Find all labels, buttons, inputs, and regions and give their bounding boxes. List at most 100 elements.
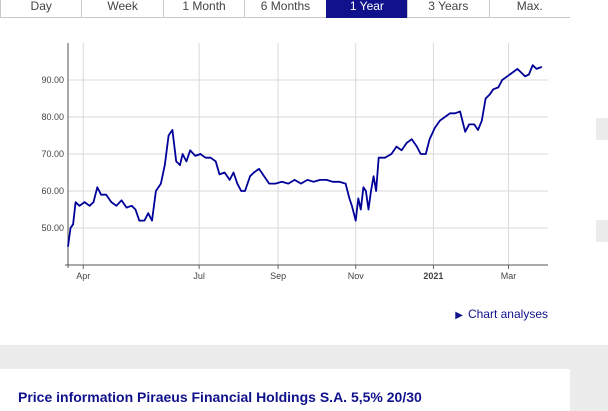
data-point bbox=[345, 183, 347, 185]
data-point bbox=[215, 160, 217, 162]
data-point bbox=[468, 123, 470, 125]
tab-1-year[interactable]: 1 Year bbox=[325, 0, 409, 18]
period-tabs: Day Week 1 Month 6 Months 1 Year 3 Years Max. bbox=[0, 0, 571, 18]
data-point bbox=[168, 134, 170, 137]
data-point bbox=[232, 171, 235, 174]
data-point bbox=[365, 190, 367, 192]
data-point bbox=[524, 75, 526, 77]
data-point bbox=[67, 245, 69, 248]
data-point bbox=[532, 64, 534, 66]
data-point bbox=[477, 129, 479, 131]
data-point bbox=[401, 149, 403, 151]
data-point bbox=[384, 157, 386, 159]
data-point bbox=[370, 190, 372, 192]
data-point bbox=[143, 220, 145, 222]
data-point bbox=[199, 153, 201, 155]
data-point bbox=[300, 183, 302, 185]
data-point bbox=[390, 153, 392, 155]
section-divider-right bbox=[570, 369, 608, 411]
data-point bbox=[325, 179, 328, 181]
data-point bbox=[120, 199, 123, 201]
tab-day[interactable]: Day bbox=[0, 0, 83, 18]
data-point bbox=[348, 197, 350, 199]
tab-max[interactable]: Max. bbox=[488, 0, 571, 18]
y-tick-label: 60.00 bbox=[41, 186, 64, 196]
data-point bbox=[360, 208, 362, 211]
data-point bbox=[164, 164, 166, 166]
data-point bbox=[395, 146, 398, 148]
data-point bbox=[110, 201, 112, 203]
data-point bbox=[459, 110, 461, 113]
data-point bbox=[155, 190, 157, 192]
data-point bbox=[253, 171, 255, 174]
data-point bbox=[287, 183, 289, 185]
tab-6-months[interactable]: 6 Months bbox=[244, 0, 327, 18]
data-point bbox=[89, 205, 91, 207]
data-point bbox=[105, 194, 107, 196]
data-point bbox=[378, 157, 380, 159]
data-point bbox=[134, 208, 137, 211]
data-point bbox=[439, 120, 441, 122]
x-tick-label: Nov bbox=[348, 271, 365, 281]
data-point bbox=[240, 190, 242, 192]
data-point bbox=[541, 66, 543, 68]
data-point bbox=[194, 155, 196, 157]
line-chart-svg: 50.00 60.00 70.00 80.00 90.00 Apr Jul Sep Nov 202… bbox=[41, 43, 548, 281]
data-point bbox=[204, 157, 207, 159]
data-point bbox=[416, 146, 418, 148]
data-point bbox=[411, 138, 413, 140]
data-point bbox=[138, 220, 140, 222]
data-point bbox=[338, 181, 340, 183]
data-point bbox=[306, 179, 308, 181]
chart-analyses-link[interactable]: ▶ Chart analyses bbox=[455, 307, 548, 321]
data-point bbox=[78, 205, 81, 207]
data-point bbox=[72, 223, 74, 225]
data-point bbox=[281, 181, 283, 183]
data-point bbox=[425, 153, 427, 155]
data-point bbox=[375, 190, 377, 192]
data-point bbox=[210, 157, 212, 159]
data-point bbox=[75, 201, 77, 203]
side-panel-edge-lower bbox=[596, 220, 608, 242]
data-point bbox=[444, 116, 446, 118]
data-point bbox=[332, 181, 334, 183]
data-point bbox=[506, 75, 508, 77]
data-point bbox=[485, 97, 487, 100]
x-tick-label: Sep bbox=[270, 271, 286, 281]
data-point bbox=[147, 212, 149, 214]
tab-week[interactable]: Week bbox=[81, 0, 164, 18]
data-point bbox=[126, 207, 128, 209]
side-panel-edge bbox=[596, 118, 608, 140]
data-point bbox=[492, 88, 494, 90]
data-point bbox=[274, 183, 277, 185]
data-point bbox=[182, 153, 184, 155]
x-tick-label: Mar bbox=[501, 271, 517, 281]
data-point bbox=[473, 123, 475, 125]
y-tick-label: 70.00 bbox=[41, 149, 64, 159]
data-point bbox=[481, 120, 483, 122]
tab-1-month[interactable]: 1 Month bbox=[162, 0, 246, 18]
price-information-heading: Price information Piraeus Financial Hold… bbox=[18, 389, 422, 405]
data-point bbox=[258, 168, 260, 170]
data-point bbox=[488, 94, 490, 96]
data-point bbox=[236, 183, 238, 185]
y-tick-label: 50.00 bbox=[41, 223, 64, 233]
x-tick-label: 2021 bbox=[423, 271, 443, 281]
data-point bbox=[263, 175, 265, 177]
data-point bbox=[429, 138, 431, 140]
data-point bbox=[520, 72, 522, 74]
data-point bbox=[367, 208, 370, 211]
tab-3-years[interactable]: 3 Years bbox=[407, 0, 490, 18]
chart-analyses-label: Chart analyses bbox=[467, 307, 548, 321]
data-point bbox=[189, 149, 191, 151]
x-tick-label: Apr bbox=[76, 271, 90, 281]
price-chart: 50.00 60.00 70.00 80.00 90.00 Apr Jul Sep Nov 202… bbox=[0, 18, 570, 328]
data-point bbox=[497, 86, 499, 88]
data-point bbox=[218, 173, 221, 175]
data-point bbox=[319, 179, 321, 181]
right-gutter bbox=[570, 0, 608, 411]
data-point bbox=[92, 201, 95, 203]
data-point bbox=[406, 142, 408, 144]
data-point bbox=[501, 79, 503, 81]
data-point bbox=[516, 68, 519, 70]
